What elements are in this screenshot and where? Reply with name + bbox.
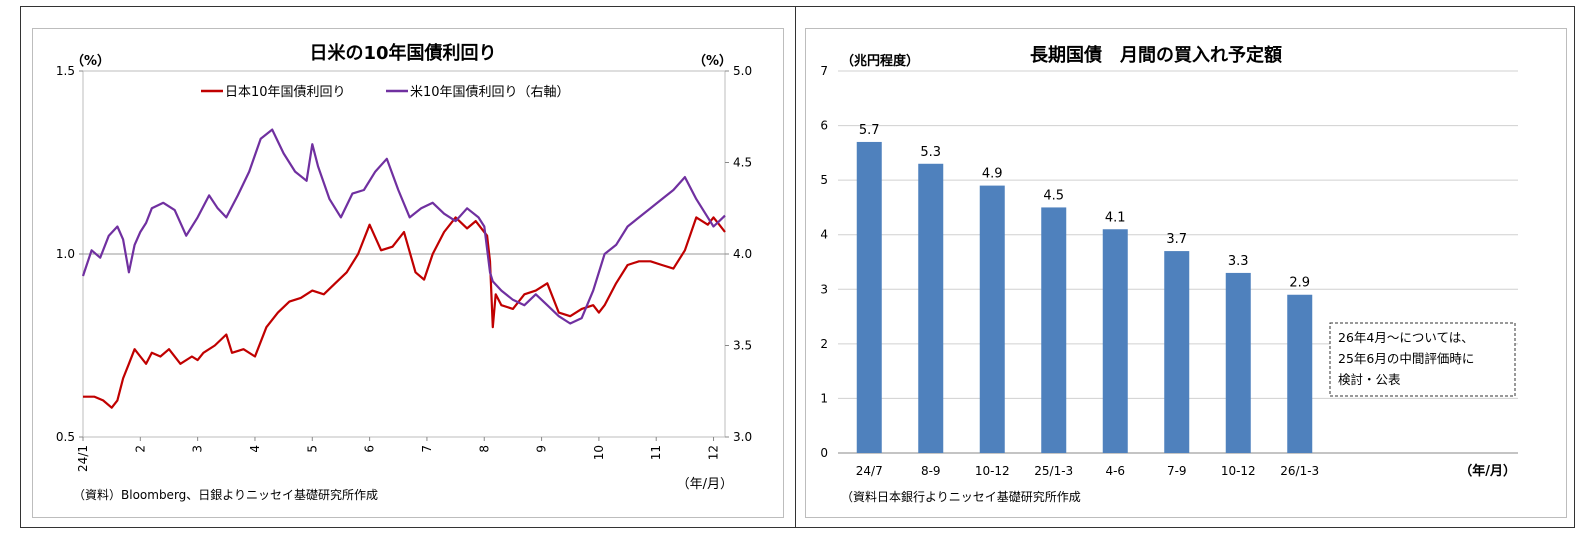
source-note: （資料日本銀行よりニッセイ基礎研究所作成 (841, 489, 1081, 504)
x-tick-label: 12 (707, 445, 721, 460)
jgb-ust-yield-chart: 日米の10年国債利回り （%） （%） 日本10年国債利回り 米10年国債利回り… (32, 28, 784, 518)
x-tick-label: 11 (649, 445, 663, 460)
y-tick-label: 3 (820, 282, 828, 296)
x-tick-label: 26/1-3 (1280, 464, 1319, 478)
x-tick-label: 4 (248, 445, 262, 453)
series-line-ust (81, 128, 726, 325)
bar (1225, 272, 1251, 453)
plot-area: 0.5 1.0 1.5 3.0 3.5 4.0 4.5 5.0 24/1 2 3 4 5 6 7 8 9 10 11… (56, 64, 752, 472)
y-tick-label: 6 (820, 119, 828, 133)
x-tick-label: 25/1-3 (1034, 464, 1073, 478)
legend: 日本10年国債利回り 米10年国債利回り（右軸） (201, 85, 570, 100)
x-tick-label: 6 (363, 445, 377, 453)
x-tick-label: 2 (133, 445, 147, 453)
bar (856, 141, 882, 453)
x-tick-label: 10 (592, 445, 606, 460)
y-right-tick-label: 4.5 (733, 156, 752, 170)
x-tick-label: 24/1 (76, 445, 90, 472)
y-left-tick-label: 1.0 (56, 247, 75, 261)
x-tick-label: 3 (191, 445, 205, 453)
bar-value-label: 2.9 (1289, 276, 1310, 291)
x-tick-label: 10-12 (1221, 464, 1256, 478)
bar-value-label: 4.1 (1105, 210, 1126, 225)
x-tick-label: 4-6 (1105, 464, 1125, 478)
annotation-box: 26年4月～については、 25年6月の中間評価時に 検討・公表 (1329, 322, 1516, 397)
bar-value-label: 3.3 (1228, 254, 1249, 269)
y-tick-label: 2 (820, 337, 828, 351)
x-tick-label: 5 (305, 445, 319, 453)
source-note: （資料）Bloomberg、日銀よりニッセイ基礎研究所作成 (73, 487, 378, 502)
bar-value-label: 5.3 (920, 145, 941, 160)
y-right-tick-label: 5.0 (733, 64, 752, 78)
figure-frame (20, 6, 1575, 528)
x-axis-label: （年/月） (1459, 463, 1516, 479)
annotation-line-3: 検討・公表 (1338, 372, 1401, 387)
bar (1287, 294, 1313, 453)
bar (918, 163, 944, 453)
bar (1164, 251, 1190, 453)
x-tick-label: 10-12 (975, 464, 1010, 478)
annotation-border (1329, 322, 1516, 397)
annotation-line-2: 25年6月の中間評価時に (1338, 351, 1474, 366)
figure-divider (795, 6, 796, 528)
y-tick-label: 0 (820, 446, 828, 460)
x-tick-label: 8 (477, 445, 491, 453)
jgb-purchase-plan-chart: 長期国債 月間の買入れ予定額 （兆円程度） 0 1 2 3 4 5 6 7 5.7 24/7 5.3… (805, 28, 1567, 518)
bar (1041, 207, 1067, 453)
y-left-tick-label: 0.5 (56, 430, 75, 444)
series-line-jgb (83, 216, 726, 409)
y-left-tick-label: 1.5 (56, 64, 75, 78)
y-right-tick-label: 3.5 (733, 339, 752, 353)
y-right-tick-label: 4.0 (733, 247, 752, 261)
y-tick-label: 7 (820, 64, 828, 78)
chart-title: 長期国債 月間の買入れ予定額 (1030, 44, 1282, 66)
annotation-line-1: 26年4月～については、 (1338, 330, 1474, 345)
x-tick-label: 7-9 (1167, 464, 1187, 478)
bar (1102, 229, 1128, 453)
x-tick-label: 8-9 (921, 464, 941, 478)
bar-chart-canvas: 長期国債 月間の買入れ予定額 （兆円程度） 0 1 2 3 4 5 6 7 5.7 24/7 5.3… (820, 44, 1518, 504)
bar (979, 185, 1005, 453)
legend-label-jgb: 日本10年国債利回り (225, 85, 346, 100)
x-axis-label: （年/月） (677, 477, 733, 492)
line-chart-canvas: 日米の10年国債利回り （%） （%） 日本10年国債利回り 米10年国債利回り… (56, 42, 752, 502)
x-tick-label: 9 (535, 445, 549, 453)
y-left-unit: （%） (71, 53, 110, 69)
bar-value-label: 4.5 (1043, 188, 1064, 203)
bar-value-label: 3.7 (1166, 232, 1187, 247)
y-tick-label: 4 (820, 228, 828, 242)
y-unit: （兆円程度） (841, 53, 919, 69)
y-right-tick-label: 3.0 (733, 430, 752, 444)
chart-title: 日米の10年国債利回り (309, 42, 496, 64)
y-right-unit: （%） (693, 53, 732, 69)
bar-value-label: 4.9 (982, 167, 1003, 182)
y-tick-label: 1 (820, 391, 828, 405)
x-tick-label: 24/7 (856, 464, 883, 478)
bar-value-label: 5.7 (859, 123, 880, 138)
x-tick-label: 7 (420, 445, 434, 453)
y-tick-label: 5 (820, 173, 828, 187)
legend-label-ust: 米10年国債利回り（右軸） (410, 85, 570, 100)
plot-area: 0 1 2 3 4 5 6 7 5.7 24/7 5.3 8-9 4.9 10-12 4.5 25/1-3 4.… (820, 64, 1518, 478)
